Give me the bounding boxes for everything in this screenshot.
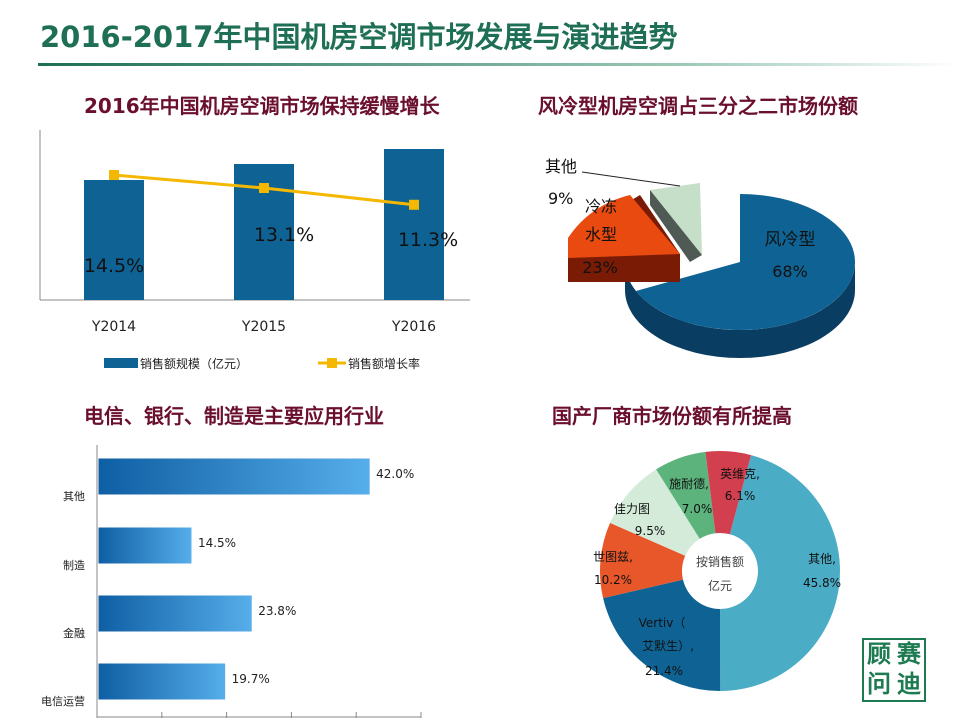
bar xyxy=(97,594,253,633)
pie-label: 其他 xyxy=(545,157,577,176)
data-label: 13.1% xyxy=(254,224,314,246)
legend-marker xyxy=(327,358,337,368)
pie-slice xyxy=(635,194,855,330)
y-tick-label: 其他 xyxy=(63,490,85,503)
x-tick-label: Y2015 xyxy=(241,319,286,335)
donut-label: 艾默生）, xyxy=(642,638,694,653)
donut-slice xyxy=(720,455,841,691)
bar xyxy=(384,149,444,300)
donut-value: 21.4% xyxy=(645,664,683,678)
leader-line xyxy=(581,171,681,187)
data-label: 14.5% xyxy=(84,255,144,277)
y-tick-label: 制造 xyxy=(63,558,85,572)
donut-value: 6.1% xyxy=(725,489,756,503)
x-tick-label: Y2016 xyxy=(391,319,436,335)
legend-label: 销售额规模（亿元） xyxy=(140,356,248,371)
pie-label: 风冷型 xyxy=(765,230,816,250)
chart3-title: 电信、银行、制造是主要应用行业 xyxy=(84,404,384,428)
page-title: 2016-2017年中国机房空调市场发展与演进趋势 xyxy=(40,20,678,54)
x-tick-label: Y2014 xyxy=(91,319,136,335)
bar xyxy=(97,457,371,496)
donut-slice xyxy=(656,451,716,539)
donut-slice xyxy=(600,522,686,599)
donut-value: 7.0% xyxy=(682,502,713,516)
logo-char: 迪 xyxy=(897,669,921,698)
data-label: 42.0% xyxy=(376,467,414,481)
pie-value: 68% xyxy=(772,262,808,281)
chart4-title: 国产厂商市场份额有所提高 xyxy=(552,404,792,428)
donut-label: 佳力图 xyxy=(614,502,650,516)
donut-value: 45.8% xyxy=(803,576,841,590)
pie-slice-side xyxy=(650,190,702,262)
chart1-title: 2016年中国机房空调市场保持缓慢增长 xyxy=(84,94,440,118)
line-marker xyxy=(109,170,119,180)
legend-swatch-bar xyxy=(104,358,138,368)
legend-label: 销售额增长率 xyxy=(348,356,420,371)
donut-slice xyxy=(610,469,700,556)
line-marker xyxy=(409,199,419,210)
logo-char: 赛 xyxy=(897,639,921,668)
bar xyxy=(97,526,193,565)
bar xyxy=(97,662,227,701)
donut-slice xyxy=(705,451,752,535)
pie-slice-side xyxy=(625,262,855,358)
pie-slice xyxy=(650,183,702,255)
pie-slice xyxy=(568,195,680,258)
logo: 顾 赛 问 迪 xyxy=(862,638,926,702)
donut-center-label: 按销售额 xyxy=(696,554,744,569)
donut-label: 施耐德, xyxy=(669,476,709,491)
title-divider xyxy=(38,63,960,66)
pie-value: 23% xyxy=(582,258,618,277)
chart2-title: 风冷型机房空调占三分之二市场份额 xyxy=(538,94,858,118)
donut-label: 世图兹, xyxy=(593,550,633,564)
logo-char: 问 xyxy=(867,669,891,698)
line-marker xyxy=(259,183,269,194)
donut-center-label: 亿元 xyxy=(708,578,732,593)
donut-value: 10.2% xyxy=(594,573,632,587)
data-label: 11.3% xyxy=(398,229,458,251)
y-tick-label: 金融 xyxy=(63,626,85,640)
donut-label: 英维克, xyxy=(720,467,760,481)
data-label: 14.5% xyxy=(198,536,236,550)
pie-label-chilled-water: 冷冻水型 xyxy=(584,197,617,244)
logo-char: 顾 xyxy=(867,639,891,668)
bar xyxy=(84,180,144,300)
donut-label: 其他, xyxy=(808,552,836,566)
data-label: 23.8% xyxy=(258,604,296,618)
y-tick-label: 电信运营 xyxy=(41,694,85,708)
pie-value: 9% xyxy=(548,189,573,208)
donut-slice xyxy=(603,579,721,691)
data-label: 19.7% xyxy=(232,672,270,686)
donut-value: 9.5% xyxy=(635,524,666,538)
donut-label: Vertiv（ xyxy=(639,616,686,630)
